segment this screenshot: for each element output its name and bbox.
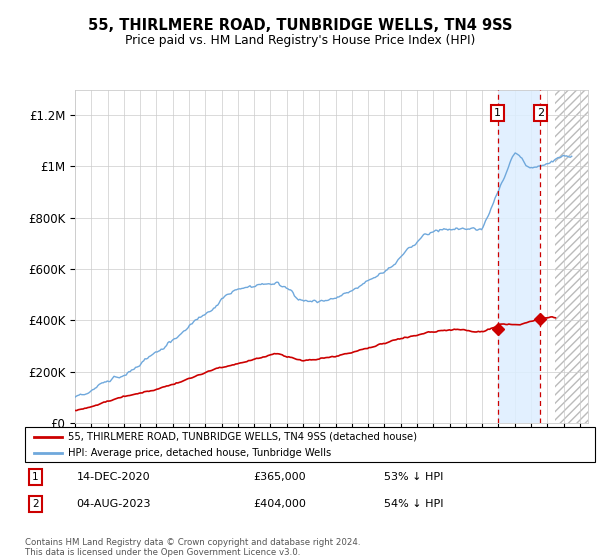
FancyBboxPatch shape [25, 427, 595, 462]
Text: £404,000: £404,000 [253, 500, 306, 509]
Text: £365,000: £365,000 [253, 472, 306, 482]
Text: HPI: Average price, detached house, Tunbridge Wells: HPI: Average price, detached house, Tunb… [68, 447, 331, 458]
Text: 54% ↓ HPI: 54% ↓ HPI [385, 500, 444, 509]
Bar [556, 90, 588, 423]
Text: 1: 1 [32, 472, 39, 482]
Text: 2: 2 [32, 500, 39, 509]
Text: 04-AUG-2023: 04-AUG-2023 [77, 500, 151, 509]
Text: Contains HM Land Registry data © Crown copyright and database right 2024.
This d: Contains HM Land Registry data © Crown c… [25, 538, 361, 557]
Text: 14-DEC-2020: 14-DEC-2020 [77, 472, 150, 482]
Text: 55, THIRLMERE ROAD, TUNBRIDGE WELLS, TN4 9SS: 55, THIRLMERE ROAD, TUNBRIDGE WELLS, TN4… [88, 18, 512, 33]
Text: 1: 1 [494, 108, 501, 118]
Text: 2: 2 [537, 108, 544, 118]
Bar [497, 90, 541, 423]
Text: Price paid vs. HM Land Registry's House Price Index (HPI): Price paid vs. HM Land Registry's House … [125, 34, 475, 46]
Text: 53% ↓ HPI: 53% ↓ HPI [385, 472, 443, 482]
Text: 55, THIRLMERE ROAD, TUNBRIDGE WELLS, TN4 9SS (detached house): 55, THIRLMERE ROAD, TUNBRIDGE WELLS, TN4… [68, 432, 417, 442]
